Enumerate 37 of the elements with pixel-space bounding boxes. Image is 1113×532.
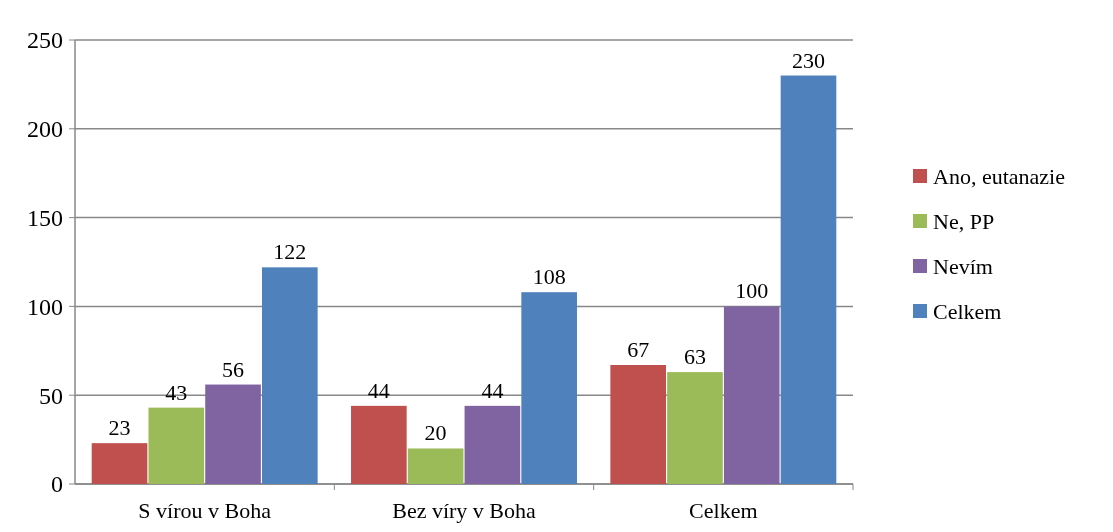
legend-label: Ne, PP [933,208,995,234]
legend-label: Celkem [933,298,1002,324]
legend-label: Nevím [933,253,993,279]
bar [667,372,723,484]
bar [262,267,318,484]
y-tick-label: 250 [27,27,63,54]
bar [464,405,521,484]
y-tick-label: 100 [27,293,63,320]
bar [610,365,666,484]
x-tick-label: Celkem [689,498,758,523]
bar [407,448,464,484]
bar [723,306,780,484]
data-label: 23 [108,415,131,441]
y-tick-label: 50 [39,382,63,409]
data-label: 230 [791,47,825,73]
bar [780,75,837,484]
data-label: 100 [735,278,769,304]
data-label: 67 [627,337,650,363]
x-tick-label: Bez víry v Boha [392,498,537,523]
legend-label: Ano, eutanazie [933,163,1065,189]
y-tick-label: 150 [27,205,63,231]
y-tick-label: 0 [51,471,63,498]
data-label: 44 [481,377,504,403]
data-label: 63 [683,344,706,370]
data-label: 56 [222,356,245,382]
data-label: 43 [165,379,188,405]
x-tick-label: S vírou v Boha [138,498,272,523]
data-label: 108 [532,264,566,290]
bar [91,443,148,484]
bar [148,407,205,484]
bar [521,292,577,484]
y-tick-label: 200 [27,116,63,143]
data-label: 122 [273,239,307,265]
data-label: 44 [367,377,390,403]
bar [205,384,261,484]
data-label: 20 [424,420,447,446]
bar [351,405,407,484]
